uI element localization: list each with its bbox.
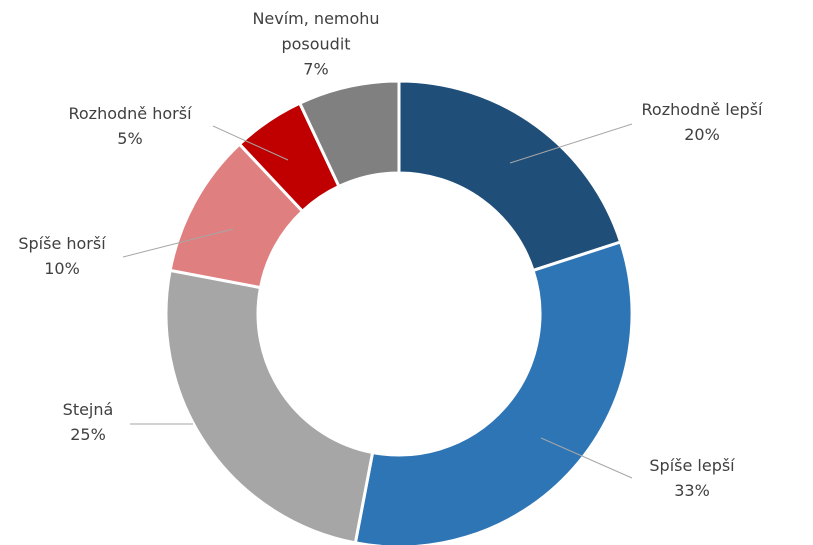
donut-slice: [353, 240, 634, 545]
slice-value-label: 10%: [44, 259, 80, 278]
slice-value-label: 20%: [684, 125, 720, 144]
slice-label: Rozhodně horší: [68, 104, 192, 123]
slice-value-label: 5%: [117, 129, 142, 148]
slice-label: Spíše lepší: [649, 456, 735, 475]
slice-value-label: 7%: [303, 60, 328, 79]
slice-label: Spíše horší: [18, 234, 106, 253]
leader-line: [122, 228, 234, 258]
slice-label: Nevím, nemohu posoudit: [252, 9, 379, 54]
donut-slice: [164, 268, 375, 545]
leader-line: [212, 125, 289, 161]
slice-label: Stejná: [63, 400, 114, 419]
slice-value-label: 33%: [674, 481, 710, 500]
slice-value-label: 25%: [70, 425, 106, 444]
donut-slice: [397, 79, 623, 273]
slice-label: Rozhodně lepší: [642, 100, 764, 119]
leader-line: [509, 123, 633, 164]
donut-slice: [297, 79, 401, 189]
leader-line: [540, 437, 633, 479]
